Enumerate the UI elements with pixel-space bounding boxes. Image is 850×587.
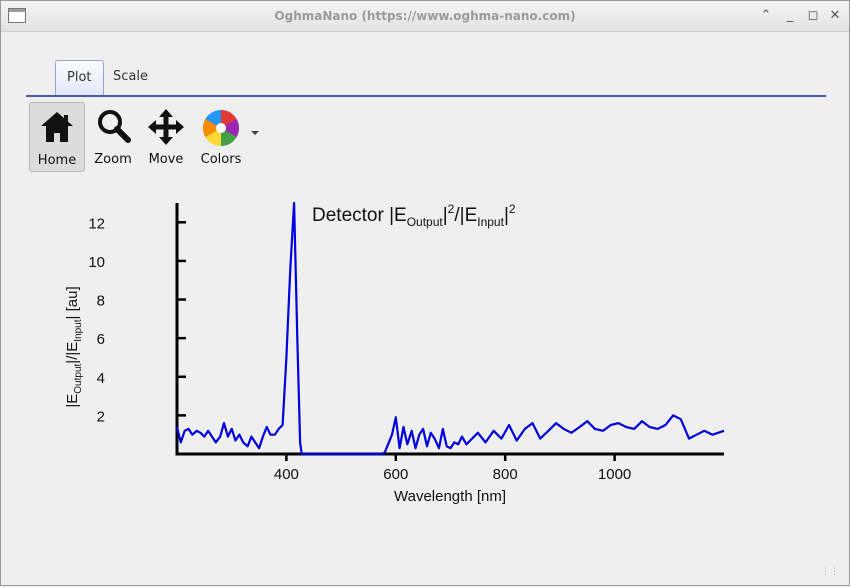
window-minimize-button[interactable]: _ (786, 8, 794, 23)
x-tick-label: 400 (274, 466, 299, 483)
tab-plot[interactable]: Plot (55, 60, 104, 95)
move-label: Move (148, 152, 184, 167)
zoom-icon (98, 110, 131, 143)
chart-title: Detector |EOutput|2/|EInput|2 (312, 202, 516, 229)
zoom-button[interactable]: Zoom (85, 102, 141, 172)
y-tick-label: 6 (97, 331, 105, 348)
colors-label: Colors (200, 152, 242, 167)
move-icon (148, 109, 184, 145)
title-bar[interactable]: OghmaNano (https://www.oghma-nano.com) ⌃… (1, 1, 849, 32)
window-close-button[interactable]: ✕ (829, 8, 841, 23)
x-tick-label: 800 (493, 466, 518, 483)
home-icon (41, 112, 73, 142)
app-icon (8, 8, 26, 23)
y-tick-label: 12 (88, 215, 105, 232)
y-tick-label: 8 (97, 293, 105, 310)
resize-grip[interactable]: ⋮⋮ (821, 567, 839, 577)
home-button[interactable]: Home (29, 102, 85, 172)
tab-divider (26, 95, 826, 97)
colors-button[interactable]: Colors (193, 102, 249, 172)
y-tick-label: 4 (97, 370, 105, 387)
tab-scale[interactable]: Scale (113, 69, 148, 84)
x-tick-label: 600 (383, 466, 408, 483)
move-button[interactable]: Move (138, 102, 194, 172)
x-tick-label: 1000 (598, 466, 631, 483)
home-label: Home (37, 153, 77, 168)
colors-dropdown-arrow[interactable] (251, 131, 259, 135)
x-axis-label: Wavelength [nm] (394, 488, 506, 505)
window-title: OghmaNano (https://www.oghma-nano.com) (274, 9, 576, 23)
y-tick-label: 2 (97, 408, 105, 425)
window-shade-button[interactable]: ⌃ (760, 8, 772, 23)
window-maximize-button[interactable]: ◻ (807, 8, 819, 23)
zoom-label: Zoom (94, 152, 132, 167)
color-wheel-icon (202, 110, 240, 146)
y-axis-label: |EOutput|/|EInput| [au] (64, 286, 84, 407)
series-line (175, 201, 725, 456)
y-tick-label: 10 (88, 254, 105, 271)
